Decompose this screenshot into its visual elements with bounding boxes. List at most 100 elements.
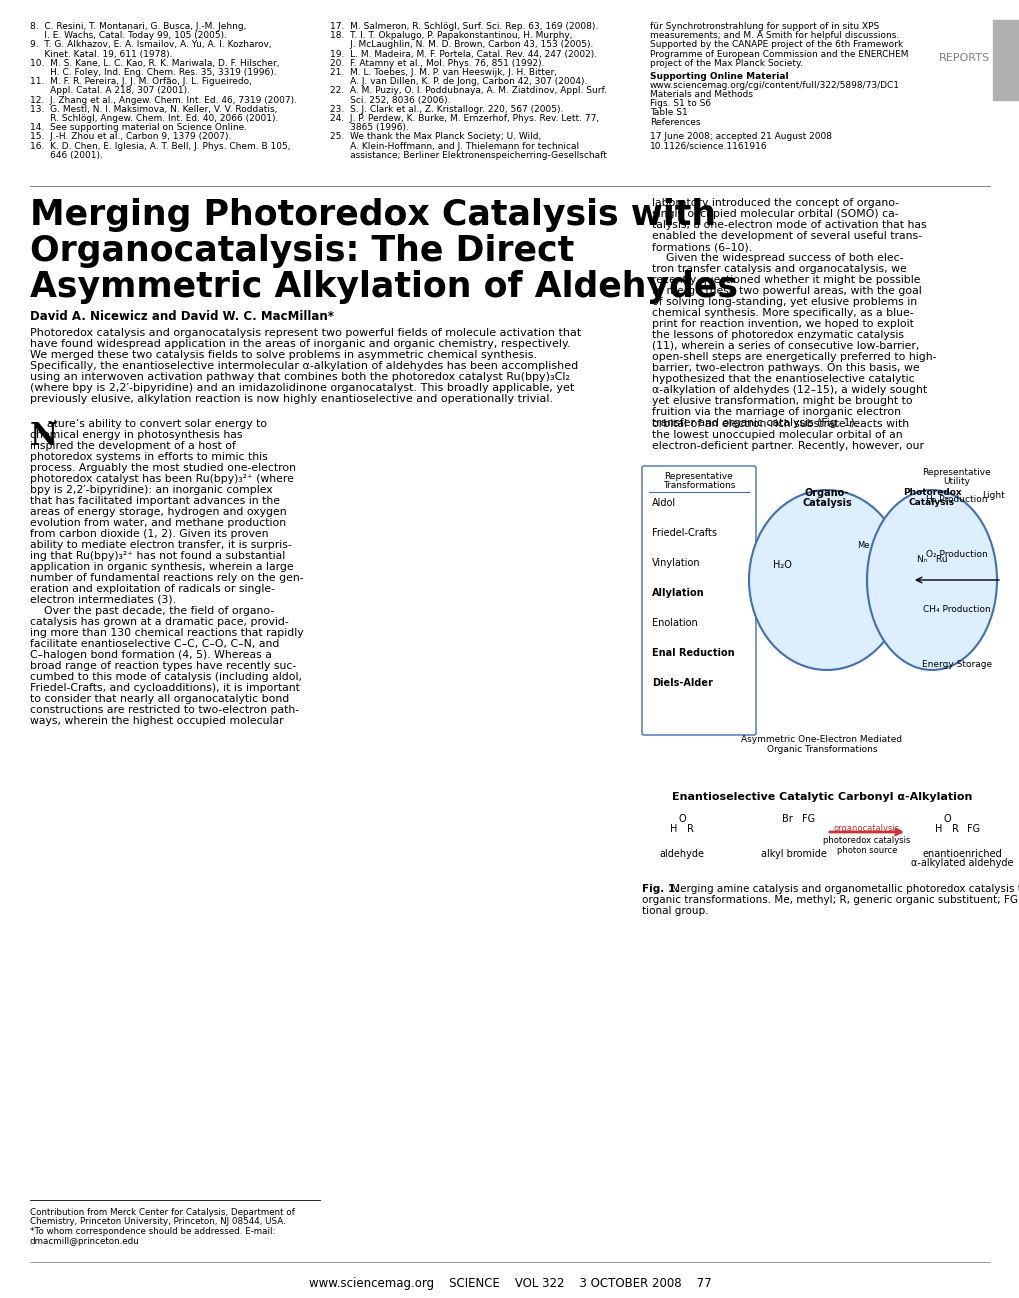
- Text: Organocatalysis: The Direct: Organocatalysis: The Direct: [30, 234, 574, 267]
- Text: organic transformations. Me, methyl; R, generic organic substituent; FG, electro: organic transformations. Me, methyl; R, …: [641, 896, 1019, 905]
- Text: 646 (2001).: 646 (2001).: [30, 151, 103, 160]
- Text: barrier, two-electron pathways. On this basis, we: barrier, two-electron pathways. On this …: [651, 363, 919, 373]
- Text: process. Arguably the most studied one-electron: process. Arguably the most studied one-e…: [30, 463, 296, 472]
- Text: Appl. Catal. A 218, 307 (2001).: Appl. Catal. A 218, 307 (2001).: [30, 87, 190, 95]
- Text: Catalysis: Catalysis: [908, 498, 954, 508]
- Text: www.sciencemag.org/cgi/content/full/322/5898/73/DC1: www.sciencemag.org/cgi/content/full/322/…: [649, 80, 899, 90]
- Text: We merged these two catalysis fields to solve problems in asymmetric chemical sy: We merged these two catalysis fields to …: [30, 350, 537, 360]
- Text: Catalysis: Catalysis: [801, 498, 851, 508]
- Text: J. McLaughlin, N. M. D. Brown, Carbon 43, 153 (2005).: J. McLaughlin, N. M. D. Brown, Carbon 43…: [330, 40, 593, 49]
- Text: Table S1: Table S1: [649, 109, 687, 118]
- Ellipse shape: [748, 491, 904, 670]
- Text: yet elusive transformation, might be brought to: yet elusive transformation, might be bro…: [651, 396, 912, 406]
- Text: facilitate enantioselective C–C, C–O, C–N, and: facilitate enantioselective C–C, C–O, C–…: [30, 639, 279, 649]
- Text: chemical energy in photosynthesis has: chemical energy in photosynthesis has: [30, 430, 243, 440]
- Text: tional group.: tional group.: [641, 906, 708, 916]
- Text: assistance; Berliner Elektronenspeicherring-Gesellschaft: assistance; Berliner Elektronenspeicherr…: [330, 151, 606, 160]
- Text: Friedel-Crafts: Friedel-Crafts: [651, 528, 716, 537]
- Text: Enantioselective Catalytic Carbonyl α-Alkylation: Enantioselective Catalytic Carbonyl α-Al…: [672, 792, 971, 802]
- Text: 8.  C. Resini, T. Montanari, G. Busca, J.-M. Jehng,: 8. C. Resini, T. Montanari, G. Busca, J.…: [30, 22, 247, 31]
- Text: H: H: [934, 824, 942, 835]
- Text: Diels-Alder: Diels-Alder: [651, 678, 712, 688]
- Text: H₂O: H₂O: [771, 559, 791, 570]
- Text: areas of energy storage, hydrogen and oxygen: areas of energy storage, hydrogen and ox…: [30, 508, 286, 517]
- Text: ature’s ability to convert solar energy to: ature’s ability to convert solar energy …: [47, 419, 267, 430]
- Text: transfer and organic catalysis (Fig. 1).: transfer and organic catalysis (Fig. 1).: [651, 418, 857, 428]
- Text: Specifically, the enantioselective intermolecular α-alkylation of aldehydes has : Specifically, the enantioselective inter…: [30, 361, 578, 371]
- Text: 22.  A. M. Puziy, O. I. Poddubnaya, A. M. Ziatdinov, Appl. Surf.: 22. A. M. Puziy, O. I. Poddubnaya, A. M.…: [330, 87, 606, 95]
- Text: Vinylation: Vinylation: [651, 558, 700, 569]
- Text: 16.  K. D. Chen, E. Iglesia, A. T. Bell, J. Phys. Chem. B 105,: 16. K. D. Chen, E. Iglesia, A. T. Bell, …: [30, 141, 290, 151]
- Text: chemical synthesis. More specifically, as a blue-: chemical synthesis. More specifically, a…: [651, 308, 913, 318]
- Text: Representative: Representative: [664, 472, 733, 482]
- Text: 10.  M. S. Kane, L. C. Kao, R. K. Mariwala, D. F. Hilscher,: 10. M. S. Kane, L. C. Kao, R. K. Mariwal…: [30, 58, 279, 67]
- Text: application in organic synthesis, wherein a large: application in organic synthesis, wherei…: [30, 562, 293, 572]
- Text: Figs. S1 to S6: Figs. S1 to S6: [649, 99, 710, 108]
- Text: CH₄ Production: CH₄ Production: [922, 605, 989, 614]
- Text: O₂ Production: O₂ Production: [925, 550, 987, 559]
- Text: enantioenriched: enantioenriched: [921, 849, 1001, 859]
- Text: bpy is 2,2′-bipyridine): an inorganic complex: bpy is 2,2′-bipyridine): an inorganic co…: [30, 485, 272, 495]
- Text: O: O: [943, 814, 950, 824]
- Text: dmacmill@princeton.edu: dmacmill@princeton.edu: [30, 1237, 140, 1246]
- Text: laboratory introduced the concept of organo-: laboratory introduced the concept of org…: [651, 199, 898, 208]
- Text: evolution from water, and methane production: evolution from water, and methane produc…: [30, 518, 286, 528]
- Text: R. Schlögl, Angew. Chem. Int. Ed. 40, 2066 (2001).: R. Schlögl, Angew. Chem. Int. Ed. 40, 20…: [30, 114, 278, 123]
- Text: hypothesized that the enantioselective catalytic: hypothesized that the enantioselective c…: [651, 374, 914, 384]
- Text: 23.  S. J. Clark et al., Z. Kristallogr. 220, 567 (2005).: 23. S. J. Clark et al., Z. Kristallogr. …: [330, 105, 562, 114]
- Text: 12.  J. Zhang et al., Angew. Chem. Int. Ed. 46, 7319 (2007).: 12. J. Zhang et al., Angew. Chem. Int. E…: [30, 96, 297, 105]
- Text: O: O: [678, 814, 685, 824]
- Text: the lessons of photoredox enzymatic catalysis: the lessons of photoredox enzymatic cata…: [651, 330, 903, 340]
- Ellipse shape: [866, 491, 996, 670]
- Text: print for reaction invention, we hoped to exploit: print for reaction invention, we hoped t…: [651, 319, 913, 328]
- Text: fruition via the marriage of inorganic electron: fruition via the marriage of inorganic e…: [651, 408, 900, 417]
- Text: Transformations: Transformations: [662, 482, 735, 491]
- Text: Br: Br: [782, 814, 792, 824]
- Text: 13.  G. Mestl, N. I. Maksimova, N. Keller, V. V. Roddatis,: 13. G. Mestl, N. I. Maksimova, N. Keller…: [30, 105, 277, 114]
- Text: H: H: [669, 824, 677, 835]
- FancyBboxPatch shape: [641, 466, 755, 735]
- Text: Organo-: Organo-: [804, 488, 848, 498]
- Text: of solving long-standing, yet elusive problems in: of solving long-standing, yet elusive pr…: [651, 297, 916, 308]
- Text: Supported by the CANAPE project of the 6th Framework: Supported by the CANAPE project of the 6…: [649, 40, 902, 49]
- Text: Over the past decade, the field of organo-: Over the past decade, the field of organ…: [30, 606, 274, 617]
- Text: photon source: photon source: [836, 846, 897, 855]
- Text: orbital of an electron-rich substrate reacts with: orbital of an electron-rich substrate re…: [651, 419, 908, 430]
- Text: David A. Nicewicz and David W. C. MacMillan*: David A. Nicewicz and David W. C. MacMil…: [30, 310, 333, 323]
- Text: 20.  F. Atamny et al., Mol. Phys. 76, 851 (1992).: 20. F. Atamny et al., Mol. Phys. 76, 851…: [330, 58, 544, 67]
- Text: Chemistry, Princeton University, Princeton, NJ 08544, USA.: Chemistry, Princeton University, Princet…: [30, 1218, 285, 1227]
- Text: I. E. Wachs, Catal. Today 99, 105 (2005).: I. E. Wachs, Catal. Today 99, 105 (2005)…: [30, 31, 227, 40]
- Text: 3865 (1996).: 3865 (1996).: [330, 123, 409, 132]
- Text: für Synchrotronstrahlung for support of in situ XPS: für Synchrotronstrahlung for support of …: [649, 22, 878, 31]
- Text: eration and exploitation of radicals or single-: eration and exploitation of radicals or …: [30, 584, 275, 594]
- Text: electron intermediates (3).: electron intermediates (3).: [30, 594, 176, 605]
- Text: FG: FG: [966, 824, 979, 835]
- Text: electron-deficient partner. Recently, however, our: electron-deficient partner. Recently, ho…: [651, 441, 923, 450]
- Text: N: N: [30, 421, 58, 452]
- Text: Photoredox: Photoredox: [902, 488, 960, 497]
- Text: photoredox systems in efforts to mimic this: photoredox systems in efforts to mimic t…: [30, 452, 268, 462]
- Text: Kinet. Katal. 19, 611 (1978).: Kinet. Katal. 19, 611 (1978).: [30, 49, 172, 58]
- Text: Friedel-Crafts, and cycloadditions), it is important: Friedel-Crafts, and cycloadditions), it …: [30, 683, 300, 693]
- Text: (11), wherein a series of consecutive low-barrier,: (11), wherein a series of consecutive lo…: [651, 341, 918, 350]
- Text: to consider that nearly all organocatalytic bond: to consider that nearly all organocataly…: [30, 694, 289, 704]
- Text: broad range of reaction types have recently suc-: broad range of reaction types have recen…: [30, 661, 296, 671]
- Text: Merging amine catalysis and organometallic photoredox catalysis to enable asymme: Merging amine catalysis and organometall…: [667, 884, 1019, 894]
- Text: Photoredox catalysis and organocatalysis represent two powerful fields of molecu: Photoredox catalysis and organocatalysis…: [30, 328, 581, 337]
- Text: enabled the development of several useful trans-: enabled the development of several usefu…: [651, 231, 921, 241]
- Text: A. J. van Dillen, K. P. de Jong, Carbon 42, 307 (2004).: A. J. van Dillen, K. P. de Jong, Carbon …: [330, 77, 587, 86]
- Text: alkyl bromide: alkyl bromide: [760, 849, 826, 859]
- Text: Programme of European Commission and the ENERCHEM: Programme of European Commission and the…: [649, 49, 908, 58]
- Text: Nₙ   Ru: Nₙ Ru: [916, 556, 947, 565]
- Text: using an interwoven activation pathway that combines both the photoredox catalys: using an interwoven activation pathway t…: [30, 373, 570, 382]
- Text: Energy Storage: Energy Storage: [921, 659, 991, 668]
- Text: cumbed to this mode of catalysis (including aldol,: cumbed to this mode of catalysis (includ…: [30, 672, 302, 681]
- Text: 17.  M. Salmeron, R. Schlögl, Surf. Sci. Rep. 63, 169 (2008).: 17. M. Salmeron, R. Schlögl, Surf. Sci. …: [330, 22, 598, 31]
- Text: aldehyde: aldehyde: [659, 849, 704, 859]
- Text: Allylation: Allylation: [651, 588, 704, 598]
- Text: previously elusive, alkylation reaction is now highly enantioselective and opera: previously elusive, alkylation reaction …: [30, 395, 552, 404]
- Text: have found widespread application in the areas of inorganic and organic chemistr: have found widespread application in the…: [30, 339, 570, 349]
- Text: 18.  T. I. T. Okpalugo, P. Papakonstantinou, H. Murphy,: 18. T. I. T. Okpalugo, P. Papakonstantin…: [330, 31, 572, 40]
- Text: 14.  See supporting material on Science Online.: 14. See supporting material on Science O…: [30, 123, 247, 132]
- Text: catalysis has grown at a dramatic pace, provid-: catalysis has grown at a dramatic pace, …: [30, 617, 288, 627]
